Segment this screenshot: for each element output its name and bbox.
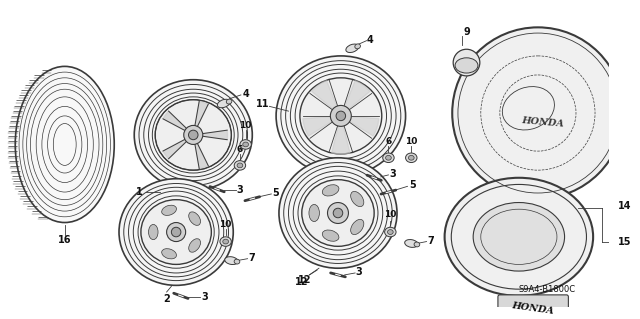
Text: 3: 3 xyxy=(202,292,208,302)
Ellipse shape xyxy=(309,204,319,222)
Polygon shape xyxy=(163,111,186,130)
Ellipse shape xyxy=(220,237,231,246)
Text: 6: 6 xyxy=(385,137,392,146)
Ellipse shape xyxy=(330,105,351,126)
Polygon shape xyxy=(203,130,228,140)
Ellipse shape xyxy=(148,225,158,240)
Text: 14: 14 xyxy=(618,201,632,211)
Polygon shape xyxy=(195,101,208,126)
Text: 2: 2 xyxy=(163,294,170,304)
Ellipse shape xyxy=(387,230,393,234)
Polygon shape xyxy=(303,117,332,136)
Ellipse shape xyxy=(189,239,200,252)
FancyBboxPatch shape xyxy=(498,295,568,319)
Ellipse shape xyxy=(408,155,414,160)
Text: 15: 15 xyxy=(618,237,632,247)
Ellipse shape xyxy=(172,227,181,237)
Text: 12: 12 xyxy=(295,277,308,286)
Ellipse shape xyxy=(328,203,348,224)
Ellipse shape xyxy=(234,161,246,170)
Text: 9: 9 xyxy=(463,27,470,37)
Ellipse shape xyxy=(243,142,248,147)
Text: HONDA: HONDA xyxy=(521,116,564,129)
Ellipse shape xyxy=(162,249,177,259)
Polygon shape xyxy=(312,81,337,109)
Text: 10: 10 xyxy=(220,220,232,229)
Text: 4: 4 xyxy=(243,89,249,99)
Polygon shape xyxy=(345,81,370,109)
Ellipse shape xyxy=(276,56,406,176)
Ellipse shape xyxy=(119,179,233,286)
Ellipse shape xyxy=(189,130,198,140)
Text: 3: 3 xyxy=(390,169,397,179)
Ellipse shape xyxy=(351,219,364,234)
Ellipse shape xyxy=(385,155,391,160)
Ellipse shape xyxy=(355,44,360,49)
Ellipse shape xyxy=(225,257,238,264)
Ellipse shape xyxy=(227,99,232,104)
Ellipse shape xyxy=(184,125,203,145)
Ellipse shape xyxy=(473,203,564,271)
Polygon shape xyxy=(163,139,186,159)
Polygon shape xyxy=(195,144,208,169)
Ellipse shape xyxy=(453,49,480,76)
Text: 11: 11 xyxy=(256,100,269,109)
Text: HONDA: HONDA xyxy=(511,301,555,315)
Text: 16: 16 xyxy=(58,235,72,245)
Ellipse shape xyxy=(351,191,364,207)
Text: 10: 10 xyxy=(239,121,252,130)
Ellipse shape xyxy=(141,200,211,264)
Text: 5: 5 xyxy=(409,180,415,190)
Ellipse shape xyxy=(455,58,478,73)
Polygon shape xyxy=(349,117,379,136)
Ellipse shape xyxy=(155,100,231,170)
Polygon shape xyxy=(332,126,350,154)
Ellipse shape xyxy=(134,80,252,190)
Ellipse shape xyxy=(323,185,339,196)
Ellipse shape xyxy=(218,99,230,108)
Text: S9A4-B1800C: S9A4-B1800C xyxy=(519,285,576,294)
Ellipse shape xyxy=(383,153,394,163)
Text: 5: 5 xyxy=(273,188,280,198)
Ellipse shape xyxy=(162,205,177,215)
Text: 12: 12 xyxy=(298,275,312,285)
Ellipse shape xyxy=(15,66,115,223)
Text: 6: 6 xyxy=(237,145,243,154)
Ellipse shape xyxy=(404,240,418,248)
Text: 7: 7 xyxy=(248,253,255,263)
Text: 10: 10 xyxy=(384,211,397,219)
Circle shape xyxy=(452,27,623,199)
Ellipse shape xyxy=(414,242,420,247)
Ellipse shape xyxy=(333,208,343,218)
Ellipse shape xyxy=(406,153,417,163)
Text: 3: 3 xyxy=(356,267,362,277)
Ellipse shape xyxy=(279,158,397,268)
Ellipse shape xyxy=(445,178,593,296)
Text: 3: 3 xyxy=(237,185,243,195)
Ellipse shape xyxy=(189,212,200,226)
Ellipse shape xyxy=(385,227,396,237)
Ellipse shape xyxy=(237,163,243,168)
Ellipse shape xyxy=(302,180,374,246)
Ellipse shape xyxy=(300,78,382,154)
Text: 7: 7 xyxy=(427,236,434,246)
Ellipse shape xyxy=(234,259,240,264)
Ellipse shape xyxy=(166,223,186,241)
Ellipse shape xyxy=(240,140,252,149)
Text: 10: 10 xyxy=(405,137,417,146)
Text: 4: 4 xyxy=(367,35,374,45)
Ellipse shape xyxy=(223,239,228,244)
Ellipse shape xyxy=(346,44,358,53)
Ellipse shape xyxy=(336,111,346,121)
Ellipse shape xyxy=(323,230,339,241)
Text: 1: 1 xyxy=(136,187,142,197)
